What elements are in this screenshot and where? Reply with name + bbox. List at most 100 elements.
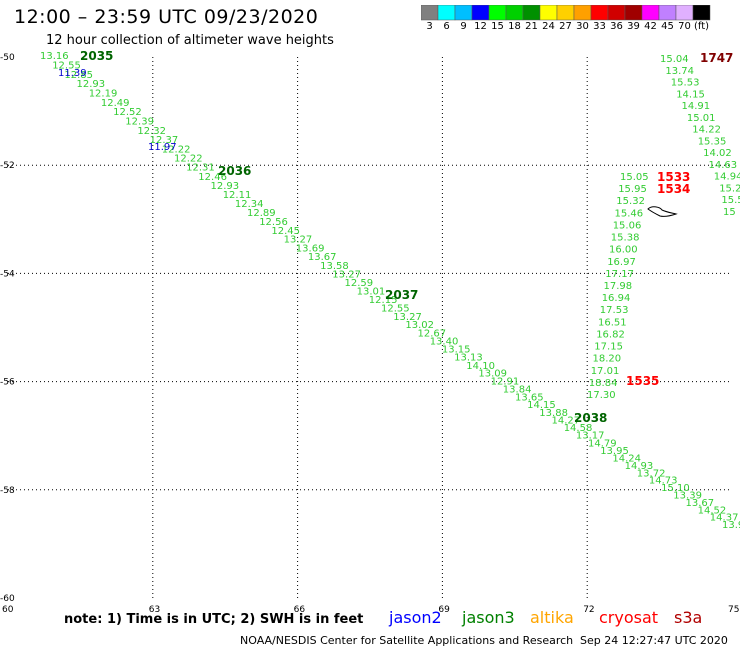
swh-value: 14.73 (649, 476, 678, 487)
pass-labels: 2036 2037 2038 1534 1535 11.39 11.97 (58, 68, 690, 425)
swh-value: 13.67 (308, 252, 337, 263)
y-tick-label: -50 (0, 53, 15, 63)
swh-value: 14.79 (588, 438, 617, 449)
color-scale-label: 45 (661, 21, 674, 32)
color-scale-label: 15 (491, 21, 504, 32)
swh-value: 15.5 (721, 195, 740, 206)
swh-value: 13.27 (332, 270, 361, 281)
swh-value: 17.15 (594, 342, 623, 353)
swh-value: 17.98 (604, 281, 633, 292)
swh-value: 12.45 (271, 226, 300, 237)
swh-value: 15.05 (620, 172, 649, 183)
color-scale-label: 42 (644, 21, 657, 32)
swh-value: 13.95 (600, 446, 629, 457)
color-scale-label: 9 (460, 21, 467, 32)
swh-value: 14.52 (698, 505, 727, 516)
color-scale-label: 30 (576, 21, 589, 32)
swh-value: 13.13 (454, 353, 483, 364)
swh-value: 13.02 (405, 320, 434, 331)
color-scale-label: 6 (443, 21, 450, 32)
swh-value: 14.94 (714, 172, 740, 183)
swh-value: 13.01 (357, 287, 386, 298)
swh-value: 14.24 (612, 453, 641, 464)
swh-value: 17.53 (600, 305, 629, 316)
swh-value: 15 (723, 207, 736, 218)
swh-value: 13.16 (40, 51, 69, 62)
timestamp: Sep 24 12:27:47 UTC 2020 (580, 634, 728, 647)
color-scale-label: 21 (525, 21, 538, 32)
swh-value: 13.09 (478, 369, 507, 380)
y-tick-label: -52 (0, 161, 15, 171)
swh-value: 16.00 (609, 245, 638, 256)
altimeter-tracks: 13.1612.5512.8512.9312.1912.4912.5212.39… (40, 49, 740, 531)
swh-value: 12.55 (52, 60, 81, 71)
swh-value: 12.11 (223, 190, 252, 201)
pass-label-1534: 1534 (657, 182, 690, 196)
swh-value: 14.22 (692, 125, 721, 136)
jason2-value: 11.97 (148, 142, 177, 153)
swh-value: 14.91 (682, 101, 711, 112)
satellite-legend-altika: altika (530, 608, 574, 627)
swh-value: 15.35 (698, 136, 727, 147)
swh-value: 16.94 (602, 293, 631, 304)
swh-value: 14.27 (552, 416, 581, 427)
swh-value: 15.04 (660, 54, 689, 65)
color-scale-label: 18 (508, 21, 521, 32)
pass-label-1535: 1535 (626, 374, 659, 388)
swh-value: 12.46 (198, 172, 227, 183)
axis-ticks: 60 63 66 69 72 75 -50 -52 -54 -56 -58 -60 (0, 53, 739, 615)
pass-label-2038: 2038 (574, 411, 607, 425)
x-tick-label: 72 (583, 605, 594, 615)
jason2-value: 11.39 (58, 68, 87, 79)
swh-value: 18.20 (593, 354, 622, 365)
x-tick-label: 75 (728, 605, 739, 615)
swh-value: 16.82 (596, 329, 625, 340)
x-tick-label: 69 (438, 605, 450, 615)
swh-value: 15.46 (615, 208, 644, 219)
swh-value: 15.38 (611, 233, 640, 244)
pass-label-2036: 2036 (218, 164, 251, 178)
swh-value: 14.63 (709, 160, 738, 171)
color-scale-label: 27 (559, 21, 572, 32)
swh-value: 14.37 (710, 513, 739, 524)
x-tick-label: 66 (294, 605, 306, 615)
x-tick-label: 63 (149, 605, 160, 615)
y-tick-label: -56 (0, 378, 15, 388)
color-scale-label: 36 (610, 21, 623, 32)
swh-value: 14.15 (676, 89, 705, 100)
swh-value: 15.53 (671, 78, 700, 89)
x-tick-label: 60 (2, 605, 14, 615)
swh-value: 13.74 (665, 66, 694, 77)
swh-value: 14.02 (703, 148, 732, 159)
swh-value: 13.58 (320, 261, 349, 272)
swh-value: 13.67 (686, 498, 715, 509)
swh-value: 17.30 (587, 390, 616, 401)
swh-value: 15.2 (719, 184, 740, 195)
y-tick-label: -54 (0, 269, 15, 279)
swh-value: 13.15 (442, 345, 471, 356)
swh-value: 13.39 (673, 491, 702, 502)
swh-value: 13.65 (515, 392, 544, 403)
color-scale-label: 3 (426, 21, 433, 32)
swh-value: 13.9 (722, 520, 740, 531)
pass-label: 1533 (657, 170, 690, 184)
swh-value: 13.72 (637, 468, 666, 479)
pass-label-2037: 2037 (385, 288, 418, 302)
island-coastline (647, 206, 678, 217)
swh-value: 12.93 (77, 79, 106, 90)
swh-value: 12.52 (113, 107, 142, 118)
map-title: 12:00 – 23:59 UTC 09/23/2020 (14, 6, 319, 28)
swh-value: 12.15 (369, 295, 398, 306)
swh-value: 12.19 (89, 89, 118, 100)
swh-value: 15.95 (618, 184, 647, 195)
swh-value: 13.69 (296, 244, 325, 255)
swh-value: 17.01 (591, 366, 620, 377)
satellite-legend-jason3: jason3 (462, 608, 515, 627)
swh-value: 18.84 (589, 378, 618, 389)
swh-value: 12.55 (381, 304, 410, 315)
swh-value: 12.34 (235, 199, 264, 210)
satellite-legend-jason2: jason2 (389, 608, 442, 627)
swh-value: 12.22 (174, 154, 203, 165)
color-scale-label: 39 (627, 21, 640, 32)
